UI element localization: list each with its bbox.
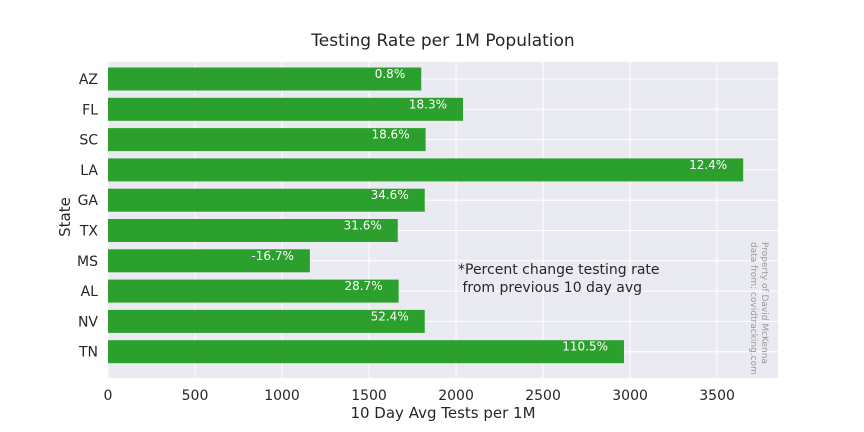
annotation-line: from previous 10 day avg	[458, 280, 642, 296]
chart-title: Testing Rate per 1M Population	[310, 31, 574, 51]
bar	[108, 67, 422, 91]
y-tick-label: NV	[78, 314, 98, 330]
credit-line: Property of David McKenna	[759, 242, 769, 364]
bar	[108, 309, 425, 333]
bar-value-label: 18.3%	[409, 97, 447, 111]
x-tick-label: 3500	[699, 388, 735, 404]
annotation-note: *Percent change testing rate from previo…	[458, 262, 664, 296]
bar-value-label: 52.4%	[371, 309, 409, 323]
bar	[108, 279, 399, 303]
y-tick-label: AZ	[79, 72, 98, 88]
bar	[108, 340, 624, 364]
credit-watermark: Property of David McKenna data from: cov…	[748, 242, 769, 375]
bar-value-label: 31.6%	[344, 219, 382, 233]
y-tick-label: SC	[79, 133, 98, 149]
bars: 0.8% 18.3% 18.6% 12.4% 34.6% 31.6% -16.7% 28.7%…	[108, 67, 744, 364]
y-tick-label: GA	[78, 193, 99, 209]
x-tick-label: 2500	[525, 388, 561, 404]
x-tick-label: 0	[104, 388, 113, 404]
x-tick-labels: 0 500 1000 1500 2000 2500 3000 3500	[104, 388, 735, 404]
credit-line: data from: covidtracking.com	[748, 242, 758, 375]
y-tick-labels: AZ FL SC LA GA TX MS AL NV TN	[77, 72, 98, 361]
annotation-line: *Percent change testing rate	[458, 262, 660, 278]
x-tick-label: 3000	[612, 388, 648, 404]
x-axis-label: 10 Day Avg Tests per 1M	[350, 404, 535, 422]
bar-value-label: 0.8%	[375, 67, 406, 81]
bar-value-label: 110.5%	[562, 340, 608, 354]
bar	[108, 188, 425, 212]
bar-value-label: 28.7%	[344, 279, 382, 293]
bar-value-label: -16.7%	[251, 249, 293, 263]
bar-value-label: 34.6%	[371, 188, 409, 202]
y-tick-label: AL	[81, 284, 99, 300]
y-tick-label: TX	[79, 224, 99, 240]
x-tick-label: 1500	[351, 388, 387, 404]
y-tick-label: FL	[82, 102, 98, 118]
bar	[108, 249, 310, 273]
bar	[108, 219, 398, 242]
x-tick-label: 2000	[438, 388, 474, 404]
y-tick-label: TN	[78, 345, 98, 361]
x-tick-label: 500	[182, 388, 209, 404]
x-tick-label: 1000	[264, 388, 300, 404]
bar	[108, 97, 464, 121]
bar-value-label: 12.4%	[689, 158, 727, 172]
y-tick-label: MS	[77, 254, 98, 270]
bar	[108, 128, 426, 152]
bar	[108, 158, 744, 182]
y-tick-label: LA	[80, 163, 98, 179]
y-axis-label: State	[56, 197, 74, 237]
bar-value-label: 18.6%	[371, 128, 409, 142]
